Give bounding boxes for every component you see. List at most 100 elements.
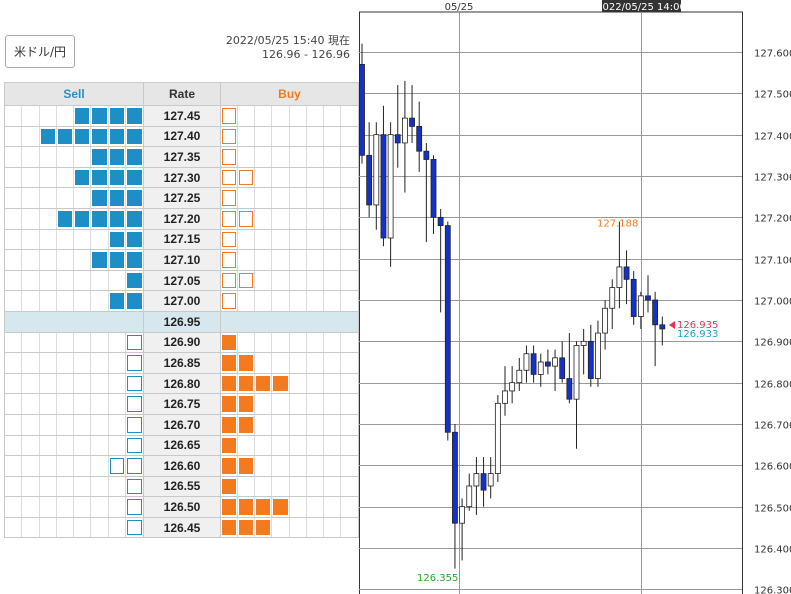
buy-volume-block <box>256 375 271 392</box>
sell-cell <box>4 228 144 251</box>
candle-body <box>537 361 544 375</box>
sell-volume-block <box>126 293 142 309</box>
sell-volume-block <box>126 190 142 206</box>
buy-volume-block <box>222 499 237 515</box>
sell-cell <box>4 269 144 292</box>
buy-volume-block <box>222 437 237 454</box>
sell-volume-block <box>126 458 142 474</box>
buy-cell <box>220 166 359 189</box>
order-book-row: 127.30 <box>4 166 359 189</box>
buy-cell <box>220 413 359 436</box>
chart-background <box>359 0 791 594</box>
candle-body <box>444 225 451 433</box>
candle-body <box>494 402 501 475</box>
candle-body <box>487 473 494 487</box>
sell-cell <box>4 146 144 168</box>
sell-cell <box>4 393 144 415</box>
buy-cell <box>220 434 359 457</box>
sell-volume-block <box>75 128 90 145</box>
candle-body <box>394 134 401 144</box>
rate-cell: 127.00 <box>143 290 221 312</box>
order-book-row: 126.50 <box>4 496 359 518</box>
candle-body <box>502 390 508 404</box>
order-book-row: 126.80 <box>4 372 359 395</box>
buy-cell <box>220 352 359 374</box>
candle-body <box>409 117 415 127</box>
candle-body <box>402 117 408 144</box>
buy-cell <box>220 187 359 209</box>
buy-volume-block <box>222 478 237 495</box>
sell-volume-block <box>109 149 124 165</box>
y-tick-label: 126.400 <box>754 545 791 556</box>
order-book-row: 127.10 <box>4 249 359 271</box>
y-tick-label: 127.400 <box>754 132 791 143</box>
sell-volume-block <box>126 437 142 454</box>
buy-volume-block <box>222 416 237 433</box>
y-tick-label: 126.600 <box>754 462 791 473</box>
sell-volume-block <box>75 210 90 227</box>
sell-volume-block <box>92 149 107 165</box>
buy-volume-block <box>239 272 254 289</box>
buy-volume-block <box>222 519 237 536</box>
rate-cell: 126.60 <box>143 455 221 477</box>
candle-body <box>380 134 387 239</box>
buy-volume-block <box>273 499 288 515</box>
sell-cell <box>4 249 144 271</box>
sell-volume-block <box>126 169 142 186</box>
buy-cell <box>220 393 359 415</box>
sell-volume-block <box>126 375 142 392</box>
y-tick-label: 126.800 <box>754 380 791 391</box>
sell-volume-block <box>126 416 142 433</box>
buy-volume-block <box>222 355 237 371</box>
buy-cell <box>220 372 359 395</box>
rate-cell: 127.40 <box>143 125 221 148</box>
candle-body <box>595 332 601 379</box>
candle-body <box>659 324 666 330</box>
sell-volume-block <box>109 190 124 206</box>
sell-cell <box>4 372 144 395</box>
buy-volume-block <box>222 458 237 474</box>
sell-volume-block <box>109 128 124 145</box>
candle-body <box>516 369 523 384</box>
rate-cell: 126.90 <box>143 331 221 354</box>
candle-body <box>387 134 394 239</box>
candle-body <box>566 378 573 400</box>
price-chart[interactable]: 127.600 127.500 127.400 127.300 127.200 127.1… <box>359 0 791 594</box>
timestamp: 2022/05/25 15:40 現在 <box>225 34 350 47</box>
buy-volume-block <box>222 293 237 309</box>
order-book-row: 127.20 <box>4 207 359 230</box>
rate-cell: 127.15 <box>143 228 221 251</box>
date-label: 05/25 <box>445 2 474 13</box>
order-book-row: 126.55 <box>4 475 359 498</box>
order-book-row: 126.65 <box>4 434 359 457</box>
buy-volume-block <box>222 252 237 268</box>
rate-cell: 127.20 <box>143 207 221 230</box>
candle-body <box>630 278 637 317</box>
buy-volume-block <box>239 375 254 392</box>
buy-volume-block <box>222 149 237 165</box>
buy-cell <box>220 516 359 539</box>
order-book-header: Sell Rate Buy <box>4 82 359 106</box>
buy-volume-block <box>239 499 254 515</box>
buy-cell <box>220 496 359 518</box>
rate-cell: 126.45 <box>143 516 221 539</box>
candle-body <box>437 216 444 226</box>
sell-volume-block <box>126 355 142 371</box>
currency-pair-button[interactable]: 米ドル/円 <box>5 35 75 68</box>
buy-header: Buy <box>220 82 359 106</box>
y-tick-label: 126.500 <box>754 504 791 515</box>
candle-body <box>544 361 551 367</box>
sell-cell <box>4 331 144 354</box>
buy-cell <box>220 105 359 127</box>
candle-body <box>637 295 644 317</box>
candle-body <box>466 485 473 508</box>
sell-volume-block <box>126 128 142 145</box>
sell-volume-block <box>126 519 142 536</box>
order-book-row: 127.25 <box>4 187 359 209</box>
sell-volume-block <box>126 396 142 412</box>
buy-volume-block <box>239 416 254 433</box>
candle-body <box>480 473 487 491</box>
sell-volume-block <box>92 108 107 124</box>
buy-cell <box>220 249 359 271</box>
rate-cell: 127.25 <box>143 187 221 209</box>
